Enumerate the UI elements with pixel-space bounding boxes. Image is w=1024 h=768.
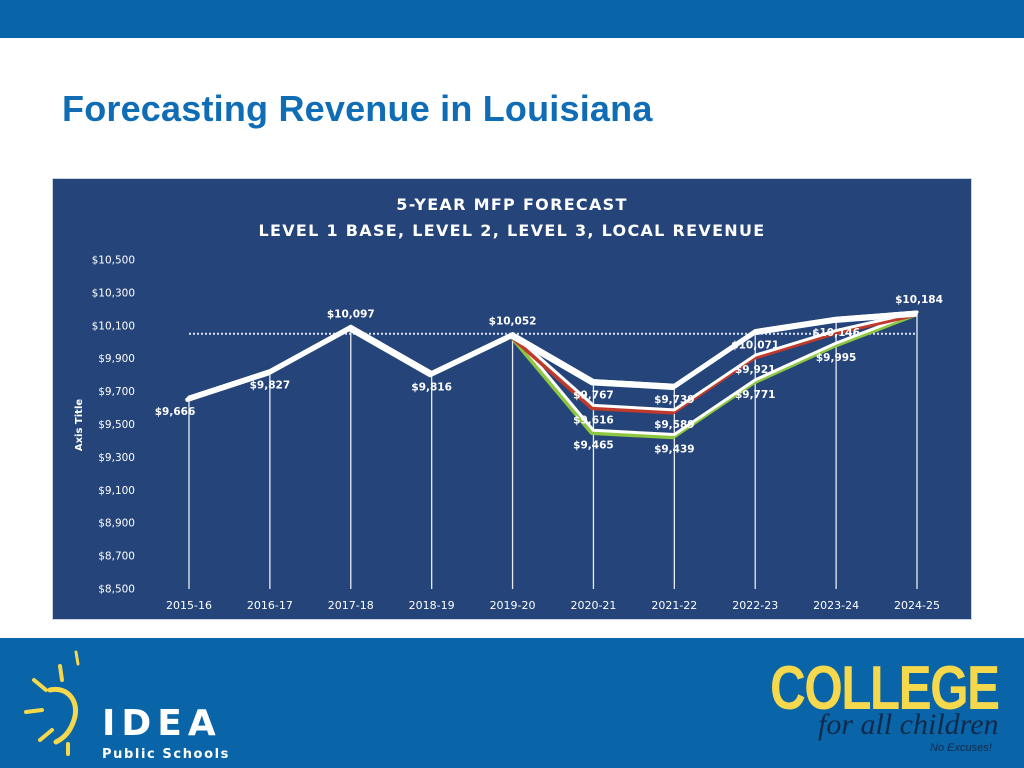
- top-banner: [0, 0, 1024, 38]
- college-wordmark: COLLEGE: [770, 654, 1000, 723]
- idea-wordmark: IDEA: [102, 703, 222, 744]
- x-tick-label: 2021-22: [651, 599, 697, 612]
- y-axis-ticks: $8,500 $8,700 $8,900 $9,100 $9,300 $9,500 $9,7…: [92, 255, 135, 596]
- y-tick-label: $9,900: [98, 353, 135, 365]
- mfp-forecast-chart: 5-YEAR MFP FORECAST LEVEL 1 BASE, LEVEL …: [74, 195, 943, 612]
- data-label: $9,995: [816, 352, 857, 364]
- x-tick-label: 2018-19: [409, 599, 455, 612]
- data-label: $10,071: [731, 340, 779, 352]
- y-tick-label: $10,500: [92, 255, 135, 267]
- series-lines: [185, 310, 919, 440]
- y-tick-label: $8,900: [98, 518, 135, 530]
- data-label: $10,184: [895, 294, 943, 306]
- idea-sun-icon: [24, 650, 80, 756]
- y-tick-label: $9,300: [98, 452, 135, 464]
- data-label: $9,616: [573, 414, 614, 426]
- data-label: $10,052: [489, 316, 537, 328]
- footer-bar: IDEA Public Schools COLLEGE for all chil…: [0, 638, 1024, 768]
- y-tick-label: $8,700: [98, 551, 135, 563]
- idea-subtitle: Public Schools: [102, 747, 231, 762]
- x-tick-label: 2016-17: [247, 599, 293, 612]
- data-label: $9,589: [654, 419, 695, 431]
- data-label: $9,439: [654, 444, 695, 456]
- data-label: $10,097: [327, 308, 375, 320]
- college-for-all-children-logo: COLLEGE for all children No Excuses!: [764, 658, 1004, 758]
- x-tick-label: 2019-20: [490, 599, 536, 612]
- data-label: $10,146: [812, 327, 860, 339]
- data-label: $9,816: [411, 382, 452, 394]
- x-axis-ticks: 2015-16 2016-17 2017-18 2018-19 2019-20 2020-…: [166, 599, 940, 612]
- x-tick-label: 2015-16: [166, 599, 212, 612]
- series-line-shadow-2: [185, 312, 918, 415]
- y-tick-label: $9,500: [98, 419, 135, 431]
- chart-title: 5-YEAR MFP FORECAST: [396, 195, 627, 214]
- x-tick-label: 2023-24: [813, 599, 859, 612]
- chart-subtitle: LEVEL 1 BASE, LEVEL 2, LEVEL 3, LOCAL RE…: [258, 221, 765, 240]
- y-tick-label: $10,100: [92, 320, 135, 332]
- data-label: $9,767: [573, 390, 614, 402]
- data-label: $9,921: [735, 364, 776, 376]
- data-labels: $9,666 $9,827 $10,097 $9,816 $10,052 $9,767 $9…: [155, 294, 943, 456]
- y-tick-label: $8,500: [98, 584, 135, 596]
- y-tick-label: $10,300: [92, 287, 135, 299]
- y-tick-label: $9,700: [98, 386, 135, 398]
- data-label: $9,771: [735, 389, 776, 401]
- x-tick-label: 2017-18: [328, 599, 374, 612]
- slide-title: Forecasting Revenue in Louisiana: [62, 88, 653, 129]
- data-label: $9,666: [155, 406, 196, 418]
- drop-lines: [188, 311, 918, 589]
- data-label: $9,739: [654, 394, 695, 406]
- college-subtitle: for all children: [818, 708, 999, 741]
- chart-panel: 5-YEAR MFP FORECAST LEVEL 1 BASE, LEVEL …: [52, 178, 972, 620]
- college-tagline: No Excuses!: [930, 742, 992, 754]
- y-tick-label: $9,100: [98, 485, 135, 497]
- idea-public-schools-logo: IDEA Public Schools: [20, 650, 240, 762]
- data-label: $9,827: [250, 380, 291, 392]
- x-tick-label: 2020-21: [570, 599, 616, 612]
- data-label: $9,465: [573, 439, 614, 451]
- y-axis-title: Axis Title: [74, 399, 85, 452]
- x-tick-label: 2024-25: [894, 599, 940, 612]
- series-line-1: [187, 310, 919, 399]
- x-tick-label: 2022-23: [732, 599, 778, 612]
